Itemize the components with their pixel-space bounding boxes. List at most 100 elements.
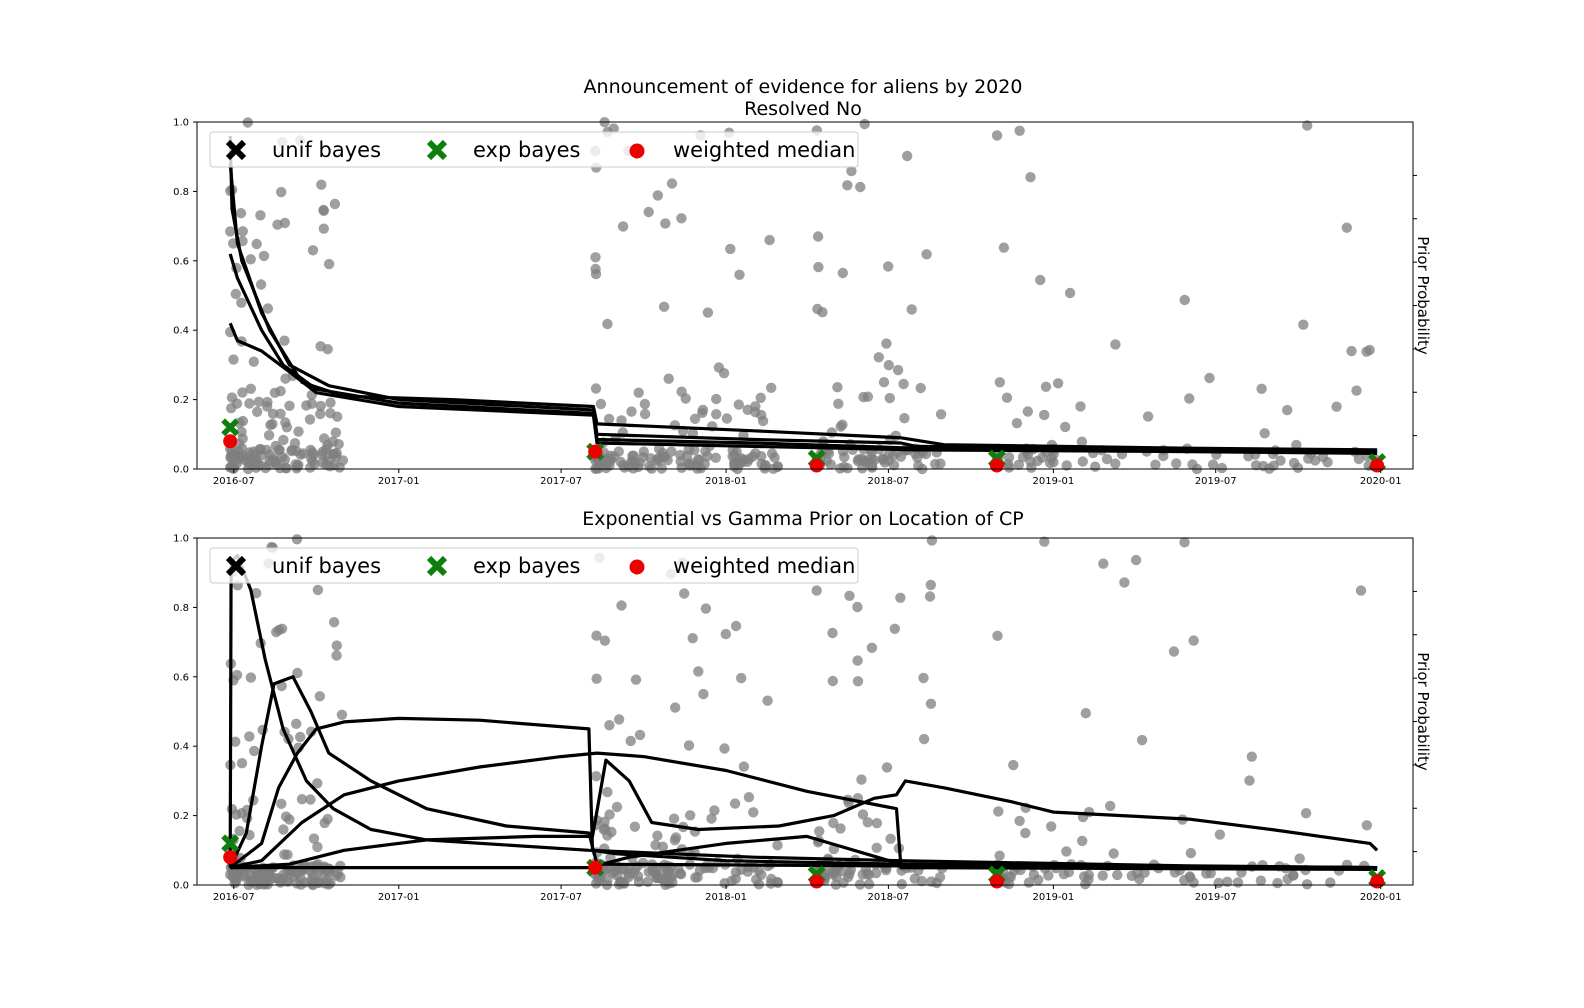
x-tick-label: 2019-01 <box>1033 892 1075 903</box>
forecast-point <box>1361 346 1372 357</box>
forecast-point <box>827 627 838 639</box>
forecast-point <box>325 877 336 889</box>
forecast-point <box>689 413 701 424</box>
forecast-point <box>759 461 771 472</box>
forecast-point <box>993 806 1004 817</box>
forecast-point <box>1077 456 1089 467</box>
forecast-point <box>994 377 1005 388</box>
weighted-median-marker <box>989 458 1004 473</box>
forecast-point <box>839 451 850 463</box>
forecast-point <box>898 378 909 390</box>
forecast-point <box>838 877 849 888</box>
forecast-point <box>878 377 890 388</box>
forecast-point <box>1101 453 1113 465</box>
forecast-point <box>1184 393 1195 404</box>
forecast-point <box>1201 868 1212 879</box>
forecast-point <box>756 451 767 462</box>
forecast-point <box>599 635 611 646</box>
forecast-point <box>590 268 602 280</box>
forecast-point <box>902 150 913 162</box>
legend-unif-icon <box>225 139 247 161</box>
forecast-point <box>1353 453 1365 465</box>
forecast-point <box>278 434 289 446</box>
forecast-point <box>653 443 665 455</box>
legend: unif bayes exp bayes weighted median <box>209 131 859 168</box>
y-tick-label: 0.2 <box>173 811 189 822</box>
forecast-point <box>1076 436 1088 447</box>
forecast-point <box>273 624 285 636</box>
forecast-point <box>336 709 348 720</box>
forecast-point <box>255 210 266 221</box>
exp-bayes-marker <box>221 418 240 437</box>
y-tick-label: 0.6 <box>173 672 189 683</box>
forecast-point <box>604 809 615 820</box>
legend-unif-label: unif bayes <box>272 554 381 578</box>
forecast-point <box>1351 385 1362 396</box>
forecast-point <box>262 303 274 314</box>
forecast-point <box>881 762 893 773</box>
forecast-point <box>846 165 857 177</box>
forecast-point <box>1216 462 1228 474</box>
forecast-point <box>248 356 259 367</box>
forecast-point <box>1097 870 1108 881</box>
forecast-point <box>1213 877 1224 889</box>
forecast-point <box>690 872 701 883</box>
forecast-point <box>638 446 649 457</box>
forecast-point <box>924 591 936 602</box>
y-tick-label: 1.0 <box>173 118 189 129</box>
forecast-point <box>1060 421 1071 433</box>
forecast-point <box>753 879 765 890</box>
forecast-point <box>315 341 326 352</box>
forecast-point <box>889 623 900 634</box>
forecast-point <box>1119 577 1130 588</box>
forecast-point <box>1110 339 1121 350</box>
forecast-point <box>711 409 722 420</box>
forecast-point <box>694 454 705 466</box>
forecast-point <box>315 408 326 420</box>
forecast-point <box>994 850 1005 861</box>
legend-median-label: weighted median <box>673 554 855 578</box>
legend-median-icon <box>629 143 645 159</box>
legend-median-icon <box>629 559 645 575</box>
forecast-point <box>319 433 330 444</box>
forecast-point <box>1008 759 1019 771</box>
forecast-point <box>852 655 863 666</box>
forecast-point <box>693 666 704 677</box>
forecast-point <box>279 217 291 229</box>
forecast-point <box>899 413 910 424</box>
forecast-point <box>282 876 294 887</box>
forecast-point <box>720 628 731 640</box>
x-tick-label: 2017-01 <box>378 476 420 487</box>
forecast-point <box>1171 458 1182 469</box>
forecast-point <box>312 584 324 596</box>
forecast-point <box>892 364 904 376</box>
forecast-point <box>1014 815 1025 827</box>
forecast-point <box>660 218 671 229</box>
forecast-point <box>330 451 342 462</box>
forecast-point <box>291 445 302 457</box>
forecast-point <box>1244 775 1255 786</box>
forecast-point <box>828 817 839 829</box>
forecast-point <box>291 534 303 545</box>
forecast-point <box>1309 455 1321 466</box>
forecast-point <box>837 267 848 279</box>
forecast-point <box>327 436 339 447</box>
forecast-point <box>645 453 656 464</box>
forecast-point <box>244 398 255 409</box>
forecast-point <box>730 620 742 632</box>
forecast-point <box>1026 462 1037 473</box>
weighted-median-marker <box>809 458 824 473</box>
forecast-point <box>312 778 323 789</box>
forecast-point <box>629 821 641 832</box>
weighted-median-marker <box>809 874 824 889</box>
forecast-point <box>307 447 318 458</box>
forecast-point <box>593 463 604 474</box>
forecast-point <box>832 382 843 393</box>
forecast-point <box>1039 536 1050 547</box>
forecast-point <box>1136 734 1148 746</box>
forecast-point <box>237 226 248 237</box>
forecast-point <box>331 640 342 651</box>
chart-title-line1: Announcement of evidence for aliens by 2… <box>584 76 1023 98</box>
forecast-point <box>833 398 844 409</box>
forecast-point <box>1044 457 1056 469</box>
